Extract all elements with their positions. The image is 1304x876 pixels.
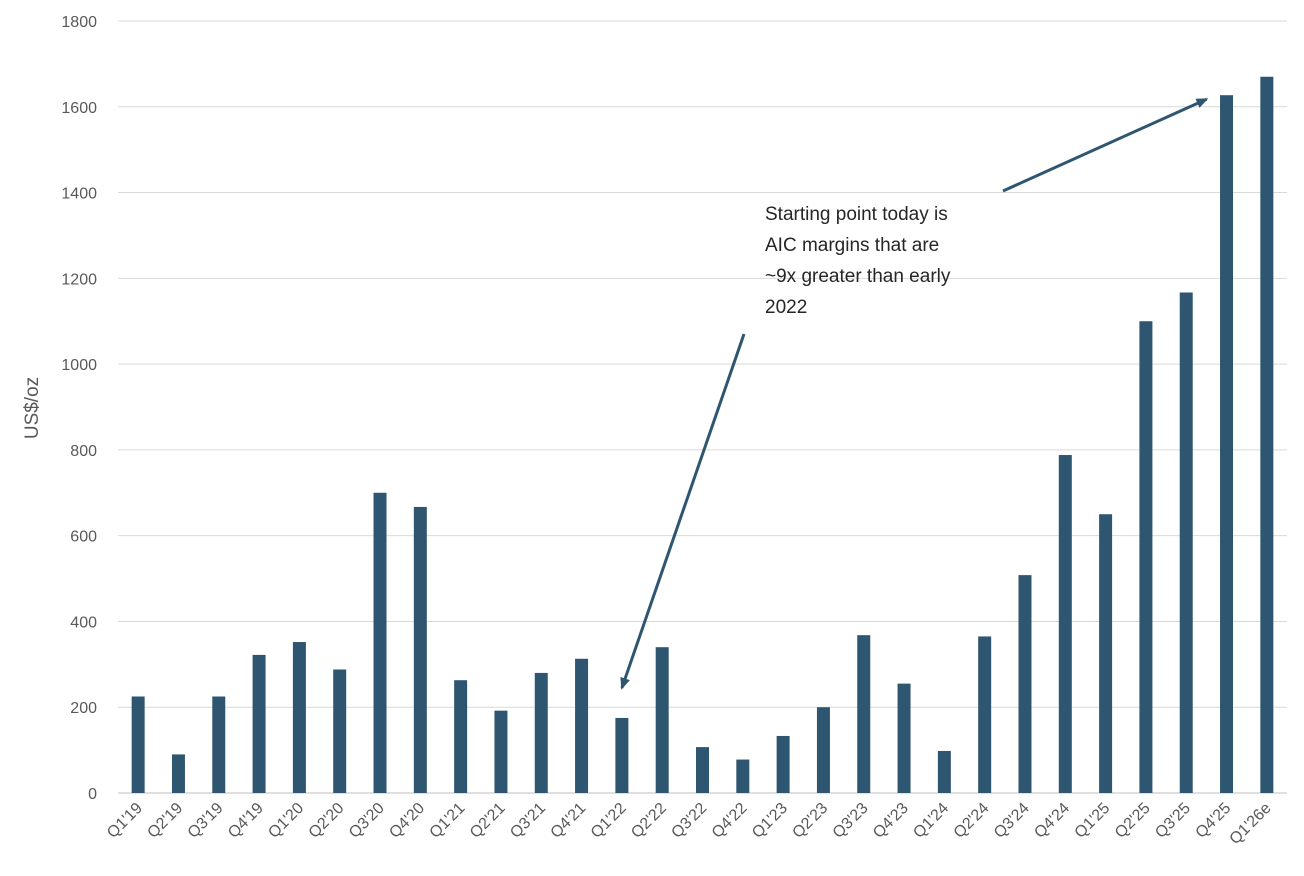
bar (1220, 95, 1234, 794)
bar (655, 647, 669, 793)
x-tick-label: Q3'22 (668, 800, 710, 842)
bar (776, 735, 790, 793)
x-tick-label: Q3'24 (991, 800, 1033, 842)
x-tick-label: Q1'21 (427, 800, 469, 842)
x-tick-label: Q2'19 (144, 800, 186, 842)
bar (696, 747, 709, 793)
bar (816, 707, 830, 793)
bar (857, 635, 871, 793)
bar (1139, 321, 1153, 793)
bar (1099, 514, 1113, 793)
annotation-text-line: Starting point today is (765, 204, 948, 225)
bar (454, 680, 468, 793)
x-tick-label: Q2'20 (306, 800, 348, 842)
annotation-text-line: ~9x greater than early (765, 266, 951, 287)
x-tick-label: Q4'24 (1031, 800, 1073, 842)
bar (292, 642, 306, 793)
y-tick-label: 0 (88, 786, 97, 803)
x-axis: Q1'19Q2'19Q3'19Q4'19Q1'20Q2'20Q3'20Q4'20… (104, 800, 1275, 848)
x-tick-label: Q1'22 (588, 800, 630, 842)
bar (494, 710, 508, 793)
bar (373, 492, 387, 793)
bar (1260, 76, 1274, 793)
x-tick-label: Q2'25 (1112, 800, 1154, 842)
bar (212, 696, 226, 793)
annotation-arrow-low (620, 333, 746, 690)
bar (252, 654, 266, 793)
bar (171, 754, 185, 793)
annotation-arrow-high (1002, 97, 1209, 193)
x-tick-label: Q4'21 (548, 800, 590, 842)
x-tick-label: Q4'23 (870, 800, 912, 842)
bar (736, 759, 750, 793)
x-tick-label: Q2'24 (951, 800, 993, 842)
y-tick-label: 400 (70, 614, 97, 631)
x-tick-label: Q3'23 (830, 800, 872, 842)
x-tick-label: Q3'21 (507, 800, 549, 842)
x-tick-label: Q2'22 (628, 800, 670, 842)
bar (1018, 575, 1032, 793)
x-tick-label: Q1'23 (749, 800, 791, 842)
x-tick-label: Q1'19 (104, 800, 146, 842)
x-tick-label: Q3'19 (185, 800, 227, 842)
x-tick-label: Q4'19 (225, 800, 267, 842)
bar (615, 717, 629, 793)
x-tick-label: Q3'25 (1152, 800, 1194, 842)
bar (1058, 455, 1072, 793)
x-tick-label: Q2'21 (467, 800, 509, 842)
bar (333, 669, 347, 793)
y-axis: 0 200 400 600 800 1000 1200 1400 1600 1800 (61, 14, 97, 803)
bar (978, 636, 992, 793)
bar (534, 672, 548, 793)
x-tick-label: Q1'20 (265, 800, 307, 842)
annotation-text-line: AIC margins that are (765, 235, 939, 256)
x-tick-label: Q3'20 (346, 800, 388, 842)
x-tick-label: Q4'20 (386, 800, 428, 842)
y-axis-title: US$/oz (22, 377, 43, 439)
bar (1179, 292, 1193, 793)
bar (413, 506, 427, 793)
bar (897, 683, 911, 793)
y-tick-label: 1800 (61, 14, 97, 31)
y-tick-label: 1000 (61, 357, 97, 374)
x-tick-label: Q1'24 (910, 800, 952, 842)
bar (131, 696, 145, 793)
y-tick-label: 1600 (61, 100, 97, 117)
x-tick-label: Q1'26e (1227, 800, 1275, 848)
bars (131, 76, 1274, 794)
y-tick-label: 200 (70, 700, 97, 717)
y-tick-label: 800 (70, 443, 97, 460)
y-tick-label: 1200 (61, 271, 97, 288)
y-tick-label: 600 (70, 529, 97, 546)
y-tick-label: 1400 (61, 186, 97, 203)
bar (575, 658, 589, 793)
x-tick-label: Q2'23 (789, 800, 831, 842)
x-tick-label: Q1'25 (1072, 800, 1114, 842)
annotation-text-line: 2022 (765, 297, 807, 318)
x-tick-label: Q4'22 (709, 800, 751, 842)
bar (937, 750, 951, 793)
annotation: Starting point today is AIC margins that … (620, 97, 1209, 690)
